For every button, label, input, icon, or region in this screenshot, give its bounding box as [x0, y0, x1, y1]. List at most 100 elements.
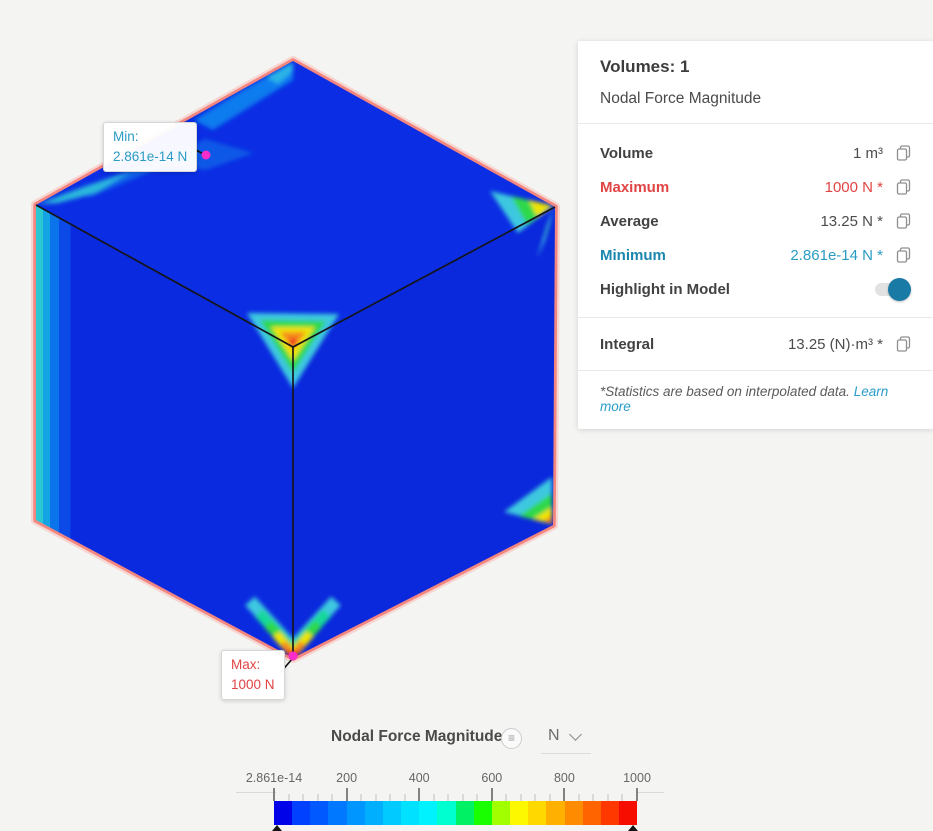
divider: [578, 123, 933, 124]
row-minimum-value: 2.861e-14 N *: [790, 246, 883, 264]
row-average: Average 13.25 N *: [578, 204, 933, 238]
tick-minor: [288, 794, 290, 801]
colorbar-segment: [600, 801, 619, 825]
tick-label: 200: [336, 771, 358, 785]
unit-dropdown-underline: [541, 753, 591, 754]
range-marker-max[interactable]: [628, 825, 638, 831]
learn-more-link[interactable]: Learn more: [600, 384, 889, 414]
min-annotation[interactable]: Min: 2.861e-14 N: [103, 122, 198, 173]
tick-label: 800: [553, 771, 575, 785]
colorbar-segment: [528, 801, 547, 825]
tick-major: [636, 788, 638, 801]
row-integral-label: Integral: [600, 335, 655, 353]
colorbar-segment: [491, 801, 511, 825]
tick-minor: [447, 794, 449, 801]
max-annotation[interactable]: Max: 1000 N: [221, 650, 285, 701]
colorbar-segment: [401, 801, 420, 825]
divider: [578, 317, 933, 318]
max-annotation-title: Max:: [231, 657, 261, 672]
legend-tick-labels: 2.861e-14 200 400 600 800 1000: [246, 771, 651, 787]
unit-dropdown[interactable]: N: [548, 727, 582, 745]
tick-label: 1000: [623, 771, 651, 785]
panel-title: Volumes: 1: [600, 57, 690, 76]
tick-minor: [505, 794, 507, 801]
copy-icon[interactable]: [896, 145, 911, 161]
tick-minor: [549, 794, 551, 801]
copy-icon[interactable]: [896, 247, 911, 263]
legend-menu-button[interactable]: ≡: [501, 728, 522, 749]
row-minimum: Minimum 2.861e-14 N *: [578, 238, 933, 272]
legend-title: Nodal Force Magnitude: [331, 728, 503, 745]
cube-right-face: [293, 207, 555, 658]
row-integral-value: 13.25 (N)·m³ *: [787, 335, 883, 353]
row-highlight: Highlight in Model: [578, 272, 933, 306]
row-integral: Integral 13.25 (N)·m³ *: [578, 318, 933, 370]
cube-edges: [35, 204, 556, 658]
tick-minor: [389, 794, 391, 801]
tick-minor: [578, 794, 580, 801]
row-volume: Volume 1 m³: [578, 136, 933, 170]
row-maximum-value: 1000 N *: [824, 178, 883, 196]
tick-minor: [462, 794, 464, 801]
tick-minor: [360, 794, 362, 801]
legend-colorbar: [274, 801, 638, 825]
tick-minor: [607, 794, 609, 801]
tick-minor: [592, 794, 594, 801]
copy-icon[interactable]: [896, 179, 911, 195]
legend-ticks: [273, 787, 638, 801]
divider: [578, 370, 933, 371]
tick-major: [345, 788, 348, 801]
row-maximum: Maximum 1000 N *: [578, 170, 933, 204]
axis-endline-left: [236, 792, 276, 793]
row-average-value: 13.25 N *: [820, 212, 883, 230]
tick-minor: [476, 794, 478, 801]
axis-endline-right: [638, 792, 664, 793]
row-average-label: Average: [600, 212, 659, 230]
colorbar-segment: [546, 801, 565, 825]
row-maximum-label: Maximum: [600, 178, 670, 196]
tick-major: [563, 788, 566, 801]
tick-minor: [317, 794, 319, 801]
colorbar-segment: [437, 801, 456, 825]
viewport-3d[interactable]: [0, 0, 640, 700]
tick-major: [490, 788, 493, 801]
statistics-footnote: *Statistics are based on interpolated da…: [578, 371, 933, 429]
colorbar-segment: [455, 801, 474, 825]
max-annotation-value: 1000 N: [231, 676, 275, 692]
tick-label: 400: [408, 771, 430, 785]
colorbar-segment: [274, 801, 293, 825]
highlight-toggle-label: Highlight in Model: [600, 280, 730, 298]
row-volume-label: Volume: [600, 144, 654, 162]
tick-minor: [331, 794, 333, 801]
results-panel-header: Volumes: 1 Nodal Force Magnitude: [578, 41, 933, 123]
colorbar-segment: [346, 801, 365, 825]
copy-icon[interactable]: [896, 336, 911, 352]
panel-subtitle: Nodal Force Magnitude: [600, 90, 762, 107]
menu-icon: ≡: [507, 731, 515, 745]
colorbar-segment: [310, 801, 329, 825]
tick-minor: [302, 794, 304, 801]
tick-major: [273, 788, 275, 801]
tick-minor: [433, 794, 435, 801]
highlight-toggle[interactable]: [875, 277, 911, 301]
footnote-text: *Statistics are based on interpolated da…: [600, 384, 850, 399]
range-marker-min[interactable]: [272, 825, 282, 831]
chevron-down-icon: [568, 728, 582, 741]
colorbar-segment: [364, 801, 383, 825]
copy-icon[interactable]: [896, 213, 911, 229]
row-minimum-label: Minimum: [600, 246, 666, 264]
statistics-rows: Volume 1 m³ Maximum 1000 N * Average 13.…: [578, 124, 933, 317]
colorbar-segment: [582, 801, 601, 825]
colorbar-segment: [510, 801, 529, 825]
colorbar-segment: [564, 801, 583, 825]
tick-minor: [404, 794, 406, 801]
colorbar-segment: [419, 801, 438, 825]
tick-minor: [375, 794, 377, 801]
tick-major: [418, 788, 421, 801]
colorbar-segment: [382, 801, 402, 825]
tick-label: 2.861e-14: [245, 771, 303, 785]
colorbar-segment: [473, 801, 492, 825]
tick-minor: [534, 794, 536, 801]
toggle-knob: [888, 277, 911, 301]
